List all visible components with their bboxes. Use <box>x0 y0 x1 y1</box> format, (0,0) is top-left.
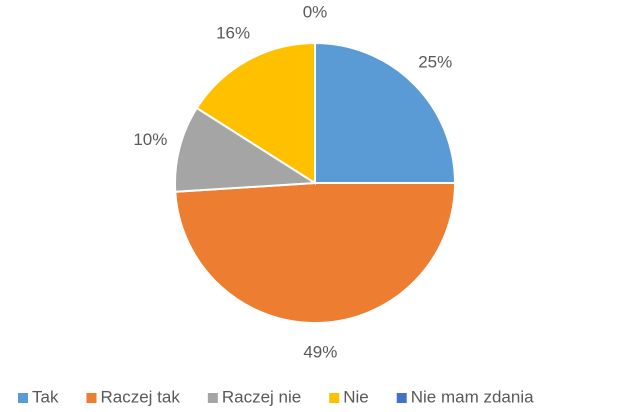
data-label: 16% <box>216 24 250 43</box>
legend-label: Tak <box>32 387 59 406</box>
data-label: 49% <box>303 342 337 361</box>
legend-label: Nie mam zdania <box>411 387 534 406</box>
pie-slice <box>195 41 316 185</box>
legend-swatch <box>329 393 340 403</box>
data-label: 10% <box>133 130 167 149</box>
legend-label: Raczej tak <box>100 387 180 406</box>
data-label: 0% <box>303 2 328 21</box>
pie-slice <box>314 41 457 184</box>
legend-swatch <box>396 393 407 403</box>
legend-swatch <box>207 393 218 403</box>
legend-label: Raczej nie <box>222 387 301 406</box>
legend-swatch <box>18 393 28 403</box>
data-label: 25% <box>418 52 452 71</box>
pie-slice <box>174 182 457 324</box>
pie-slice <box>174 106 319 193</box>
legend-swatch <box>86 393 97 403</box>
legend-label: Nie <box>343 387 369 406</box>
